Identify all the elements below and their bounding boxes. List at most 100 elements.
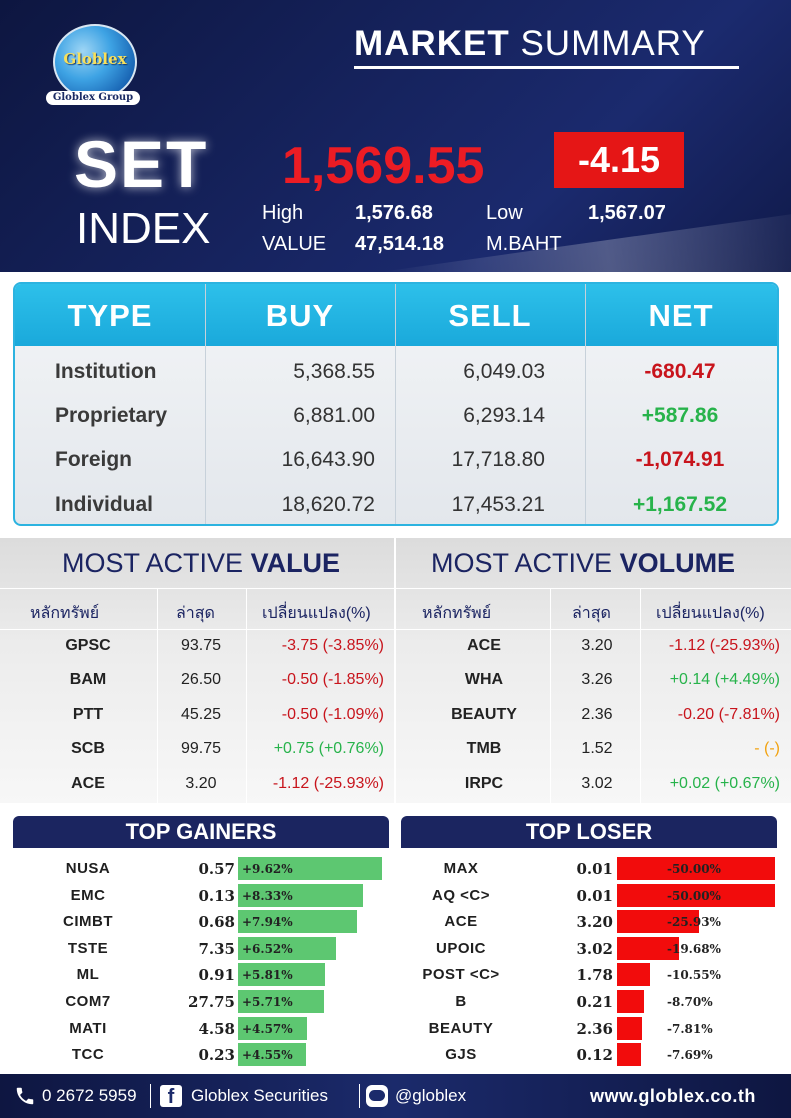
gain-bar (238, 936, 336, 960)
loss-bar (617, 963, 650, 987)
pct-label: +7.94% (242, 915, 293, 930)
pct-label: +5.81% (242, 968, 293, 983)
list-item: TMB 1.52 - (-) (396, 731, 791, 765)
symbol-cell: BEAUTY (451, 706, 517, 723)
last-price-cell: 2.36 (581, 706, 613, 723)
gain-bar (238, 1043, 306, 1067)
gainer-row: NUSA 0.57 +9.62% (13, 856, 389, 882)
price-cell: 1.78 (576, 966, 613, 985)
divider (150, 1084, 151, 1108)
price-cell: 2.36 (576, 1019, 613, 1038)
change-cell: -1.12 (-25.93%) (668, 637, 780, 654)
symbol-cell: PTT (72, 706, 104, 723)
symbol-cell: NUSA (65, 860, 111, 877)
symbol-cell: MATI (69, 1019, 107, 1037)
column-divider (550, 588, 551, 803)
loser-row: ACE 3.20 -25.93% (401, 909, 777, 935)
loss-bar (617, 936, 679, 960)
column-divider (205, 284, 206, 524)
header-type: TYPE (67, 298, 153, 333)
change-cell: -3.75 (-3.85%) (281, 637, 384, 654)
loss-bar (617, 1043, 641, 1067)
loser-row: BEAUTY 2.36 -7.81% (401, 1016, 777, 1042)
symbol-cell: B (455, 993, 467, 1010)
price-cell: 0.91 (198, 966, 235, 985)
loss-bar (617, 990, 644, 1013)
change-cell: -0.20 (-7.81%) (677, 706, 780, 723)
high-value: 1,576.68 (355, 202, 433, 224)
website-link[interactable]: www.globlex.co.th (590, 1086, 756, 1106)
col-symbol: หลักทรัพย์ (422, 605, 492, 622)
gainer-row: COM7 27.75 +5.71% (13, 989, 389, 1015)
symbol-cell: BAM (69, 671, 107, 688)
line-id[interactable]: @globlex (395, 1086, 467, 1105)
buy-cell: 18,620.72 (281, 493, 375, 516)
index-value: 1,569.55 (282, 137, 485, 195)
last-price-cell: 3.02 (581, 775, 613, 792)
volume-table-header: หลักทรัพย์ ล่าสุด เปลี่ยนแปลง(%) (396, 588, 791, 630)
symbol-cell: SCB (71, 740, 105, 757)
value-unit: M.BAHT (486, 233, 562, 255)
index-change-badge: -4.15 (554, 132, 684, 188)
column-divider (395, 284, 396, 524)
gainer-row: EMC 0.13 +8.33% (13, 883, 389, 909)
table-row: Institution 5,368.55 6,049.03 -680.47 (15, 350, 777, 394)
loss-bar (617, 883, 775, 907)
loser-row: POST <C> 1.78 -10.55% (401, 962, 777, 988)
header-sell: SELL (448, 298, 532, 333)
list-item: WHA 3.26 +0.14 (+4.49%) (396, 662, 791, 696)
column-divider (157, 588, 158, 803)
symbol-cell: BEAUTY (428, 1019, 494, 1037)
table-header-row: TYPE BUY SELL NET (15, 284, 777, 346)
low-label: Low (486, 202, 523, 224)
loser-row: GJS 0.12 -7.69% (401, 1042, 777, 1068)
symbol-cell: ACE (71, 775, 105, 792)
pct-label: +4.55% (242, 1048, 293, 1063)
price-cell: 3.02 (576, 939, 613, 958)
loss-bar (617, 910, 699, 934)
most-active-section: MOST ACTIVE VALUE MOST ACTIVE VOLUME หลั… (0, 538, 791, 803)
buy-cell: 5,368.55 (293, 360, 375, 383)
symbol-cell: WHA (464, 671, 504, 688)
loser-row: UPOIC 3.02 -19.68% (401, 936, 777, 962)
change-cell: -0.50 (-1.09%) (281, 706, 384, 723)
gain-bar (238, 963, 325, 987)
symbol-cell: COM7 (65, 993, 111, 1010)
last-price-cell: 1.52 (581, 740, 613, 757)
net-cell: +1,167.52 (632, 493, 727, 516)
list-item: SCB 99.75 +0.75 (+0.76%) (0, 731, 395, 765)
gainer-row: MATI 4.58 +4.57% (13, 1016, 389, 1042)
symbol-cell: MAX (443, 860, 479, 877)
loser-row: MAX 0.01 -50.00% (401, 856, 777, 882)
column-divider (640, 588, 641, 803)
list-item: BEAUTY 2.36 -0.20 (-7.81%) (396, 697, 791, 731)
price-cell: 0.23 (198, 1046, 235, 1065)
facebook-link[interactable]: Globlex Securities (191, 1086, 329, 1105)
loser-row: B 0.21 -8.70% (401, 989, 777, 1015)
loss-bar (617, 857, 775, 880)
pct-label: +8.33% (242, 888, 293, 903)
line-icon (366, 1085, 388, 1107)
set-label: SET (74, 127, 209, 201)
phone-icon (16, 1087, 34, 1105)
sell-cell: 17,453.21 (451, 493, 545, 516)
symbol-cell: ACE (444, 913, 478, 931)
sell-cell: 6,049.03 (463, 360, 545, 383)
low-value: 1,567.07 (588, 202, 666, 224)
gainer-row: ML 0.91 +5.81% (13, 962, 389, 988)
symbol-cell: TMB (466, 740, 502, 757)
page-title: MARKET SUMMARY (354, 24, 706, 63)
table-row: Foreign 16,643.90 17,718.80 -1,074.91 (15, 438, 777, 482)
col-last: ล่าสุด (572, 605, 611, 622)
change-cell: +0.14 (+4.49%) (669, 671, 780, 688)
header-net: NET (648, 298, 714, 333)
pct-label: -50.00% (667, 862, 721, 876)
table-row: Individual 18,620.72 17,453.21 +1,167.52 (15, 483, 777, 524)
value-amount: 47,514.18 (355, 233, 444, 255)
index-label: INDEX (76, 204, 211, 253)
column-divider (246, 588, 247, 803)
pct-label: -8.70% (667, 995, 713, 1009)
loss-bar (617, 1016, 642, 1040)
phone-number[interactable]: 0 2672 5959 (42, 1086, 137, 1105)
pct-label: -19.68% (667, 941, 721, 956)
